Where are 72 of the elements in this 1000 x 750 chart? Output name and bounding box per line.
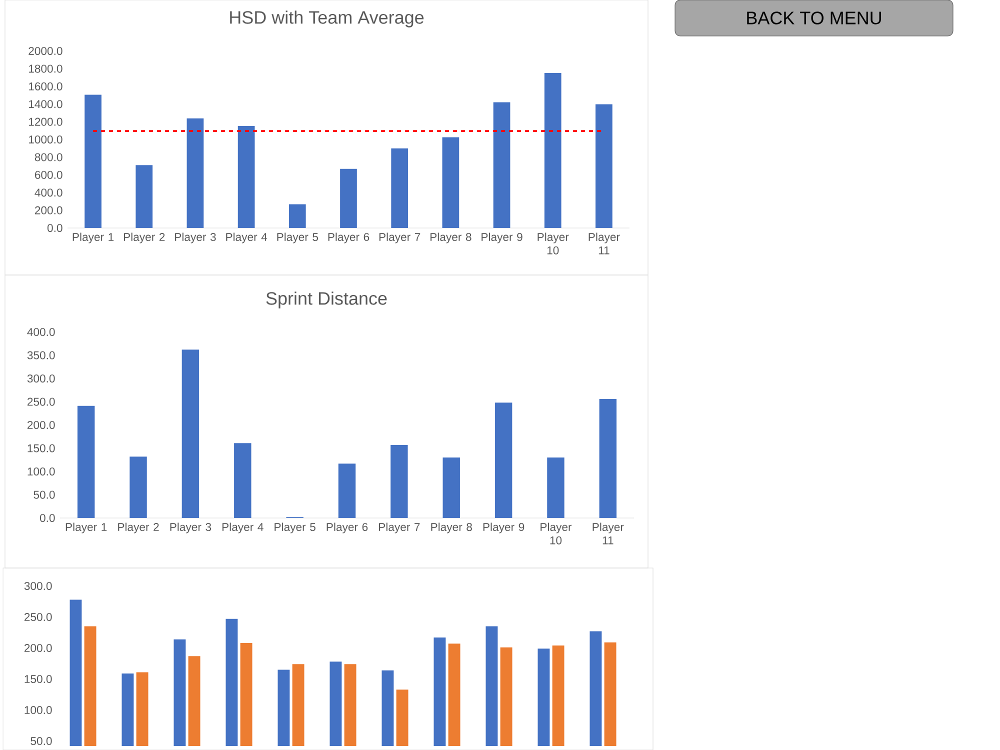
y-tick-label: 200.0 bbox=[24, 644, 52, 652]
y-tick-label: 250.0 bbox=[24, 613, 52, 622]
bar bbox=[599, 398, 617, 518]
y-tick-label: 100.0 bbox=[24, 706, 52, 714]
y-tick-label: 1200.0 bbox=[28, 118, 62, 126]
x-tick-label: Player 9 bbox=[482, 232, 522, 244]
x-tick-label: Player 11 bbox=[588, 232, 620, 254]
bar bbox=[340, 168, 357, 228]
x-tick-label: Player 1 bbox=[66, 522, 107, 534]
x-tick-label: Player 7 bbox=[379, 522, 420, 534]
bar bbox=[130, 456, 147, 518]
bar bbox=[338, 464, 356, 518]
bar bbox=[84, 94, 102, 228]
y-tick-label: 300.0 bbox=[24, 582, 52, 590]
bar bbox=[186, 118, 204, 228]
y-tick-label: 250.0 bbox=[27, 398, 55, 406]
y-tick-label: 400.0 bbox=[34, 188, 62, 197]
y-tick-label: 1400.0 bbox=[28, 100, 62, 108]
x-tick-label: Player 8 bbox=[430, 232, 472, 244]
x-tick-label: Player 11 bbox=[592, 522, 624, 544]
x-tick-label: Player 6 bbox=[328, 232, 370, 244]
bar bbox=[390, 444, 408, 518]
x-tick-label: Player 8 bbox=[431, 522, 472, 534]
y-tick-label: 600.0 bbox=[35, 170, 62, 179]
bar bbox=[234, 443, 252, 518]
x-tick-label: Player 2 bbox=[118, 522, 159, 534]
x-tick-label: Player 3 bbox=[170, 522, 212, 534]
bar bbox=[182, 350, 200, 518]
bar bbox=[544, 73, 562, 228]
bar bbox=[77, 406, 95, 518]
x-tick-label: Player 4 bbox=[226, 232, 268, 244]
bar bbox=[493, 102, 510, 228]
y-tick-label: 400.0 bbox=[27, 328, 55, 336]
x-tick-label: Player 10 bbox=[538, 232, 569, 254]
y-tick-label: 150.0 bbox=[24, 675, 52, 684]
y-tick-label: 800.0 bbox=[34, 153, 62, 162]
bar bbox=[547, 458, 564, 518]
x-tick-label: Player 4 bbox=[222, 522, 264, 534]
bar bbox=[442, 137, 460, 228]
bar bbox=[494, 402, 512, 518]
text: BACK TO MENU bbox=[747, 12, 881, 24]
y-tick-label: 0.0 bbox=[40, 514, 55, 522]
y-tick-label: 100.0 bbox=[28, 467, 55, 476]
x-tick-label: Player 7 bbox=[379, 232, 420, 244]
bar bbox=[238, 126, 255, 228]
y-tick-label: 2000.0 bbox=[28, 46, 62, 55]
x-tick-label: Player 3 bbox=[175, 232, 216, 244]
x-tick-label: Player 5 bbox=[277, 232, 318, 244]
y-tick-label: 50.0 bbox=[34, 490, 55, 499]
chart-title: HSD with Team Average bbox=[230, 10, 424, 28]
y-tick-label: 200.0 bbox=[27, 420, 55, 430]
y-tick-label: 1000.0 bbox=[28, 135, 62, 144]
x-tick-label: Player 5 bbox=[274, 522, 316, 534]
bar bbox=[442, 458, 460, 518]
x-tick-label: Player 10 bbox=[540, 522, 572, 544]
y-tick-label: 50.0 bbox=[30, 737, 52, 746]
y-tick-label: 350.0 bbox=[27, 351, 55, 360]
y-tick-label: 0.0 bbox=[47, 224, 62, 232]
x-tick-label: Player 1 bbox=[72, 232, 114, 244]
bar bbox=[391, 148, 408, 228]
bar bbox=[596, 104, 612, 228]
bar bbox=[136, 165, 153, 228]
y-tick-label: 1800.0 bbox=[28, 64, 62, 73]
bar bbox=[288, 204, 306, 228]
chart-title: Sprint Distance bbox=[266, 292, 387, 308]
x-tick-label: Player 9 bbox=[483, 522, 524, 534]
y-tick-label: 300.0 bbox=[27, 374, 55, 383]
y-tick-label: 150.0 bbox=[28, 444, 55, 452]
x-tick-label: Player 2 bbox=[124, 232, 165, 244]
y-tick-label: 200.0 bbox=[34, 206, 62, 214]
x-tick-label: Player 6 bbox=[326, 522, 368, 534]
y-tick-label: 1600.0 bbox=[28, 82, 62, 90]
